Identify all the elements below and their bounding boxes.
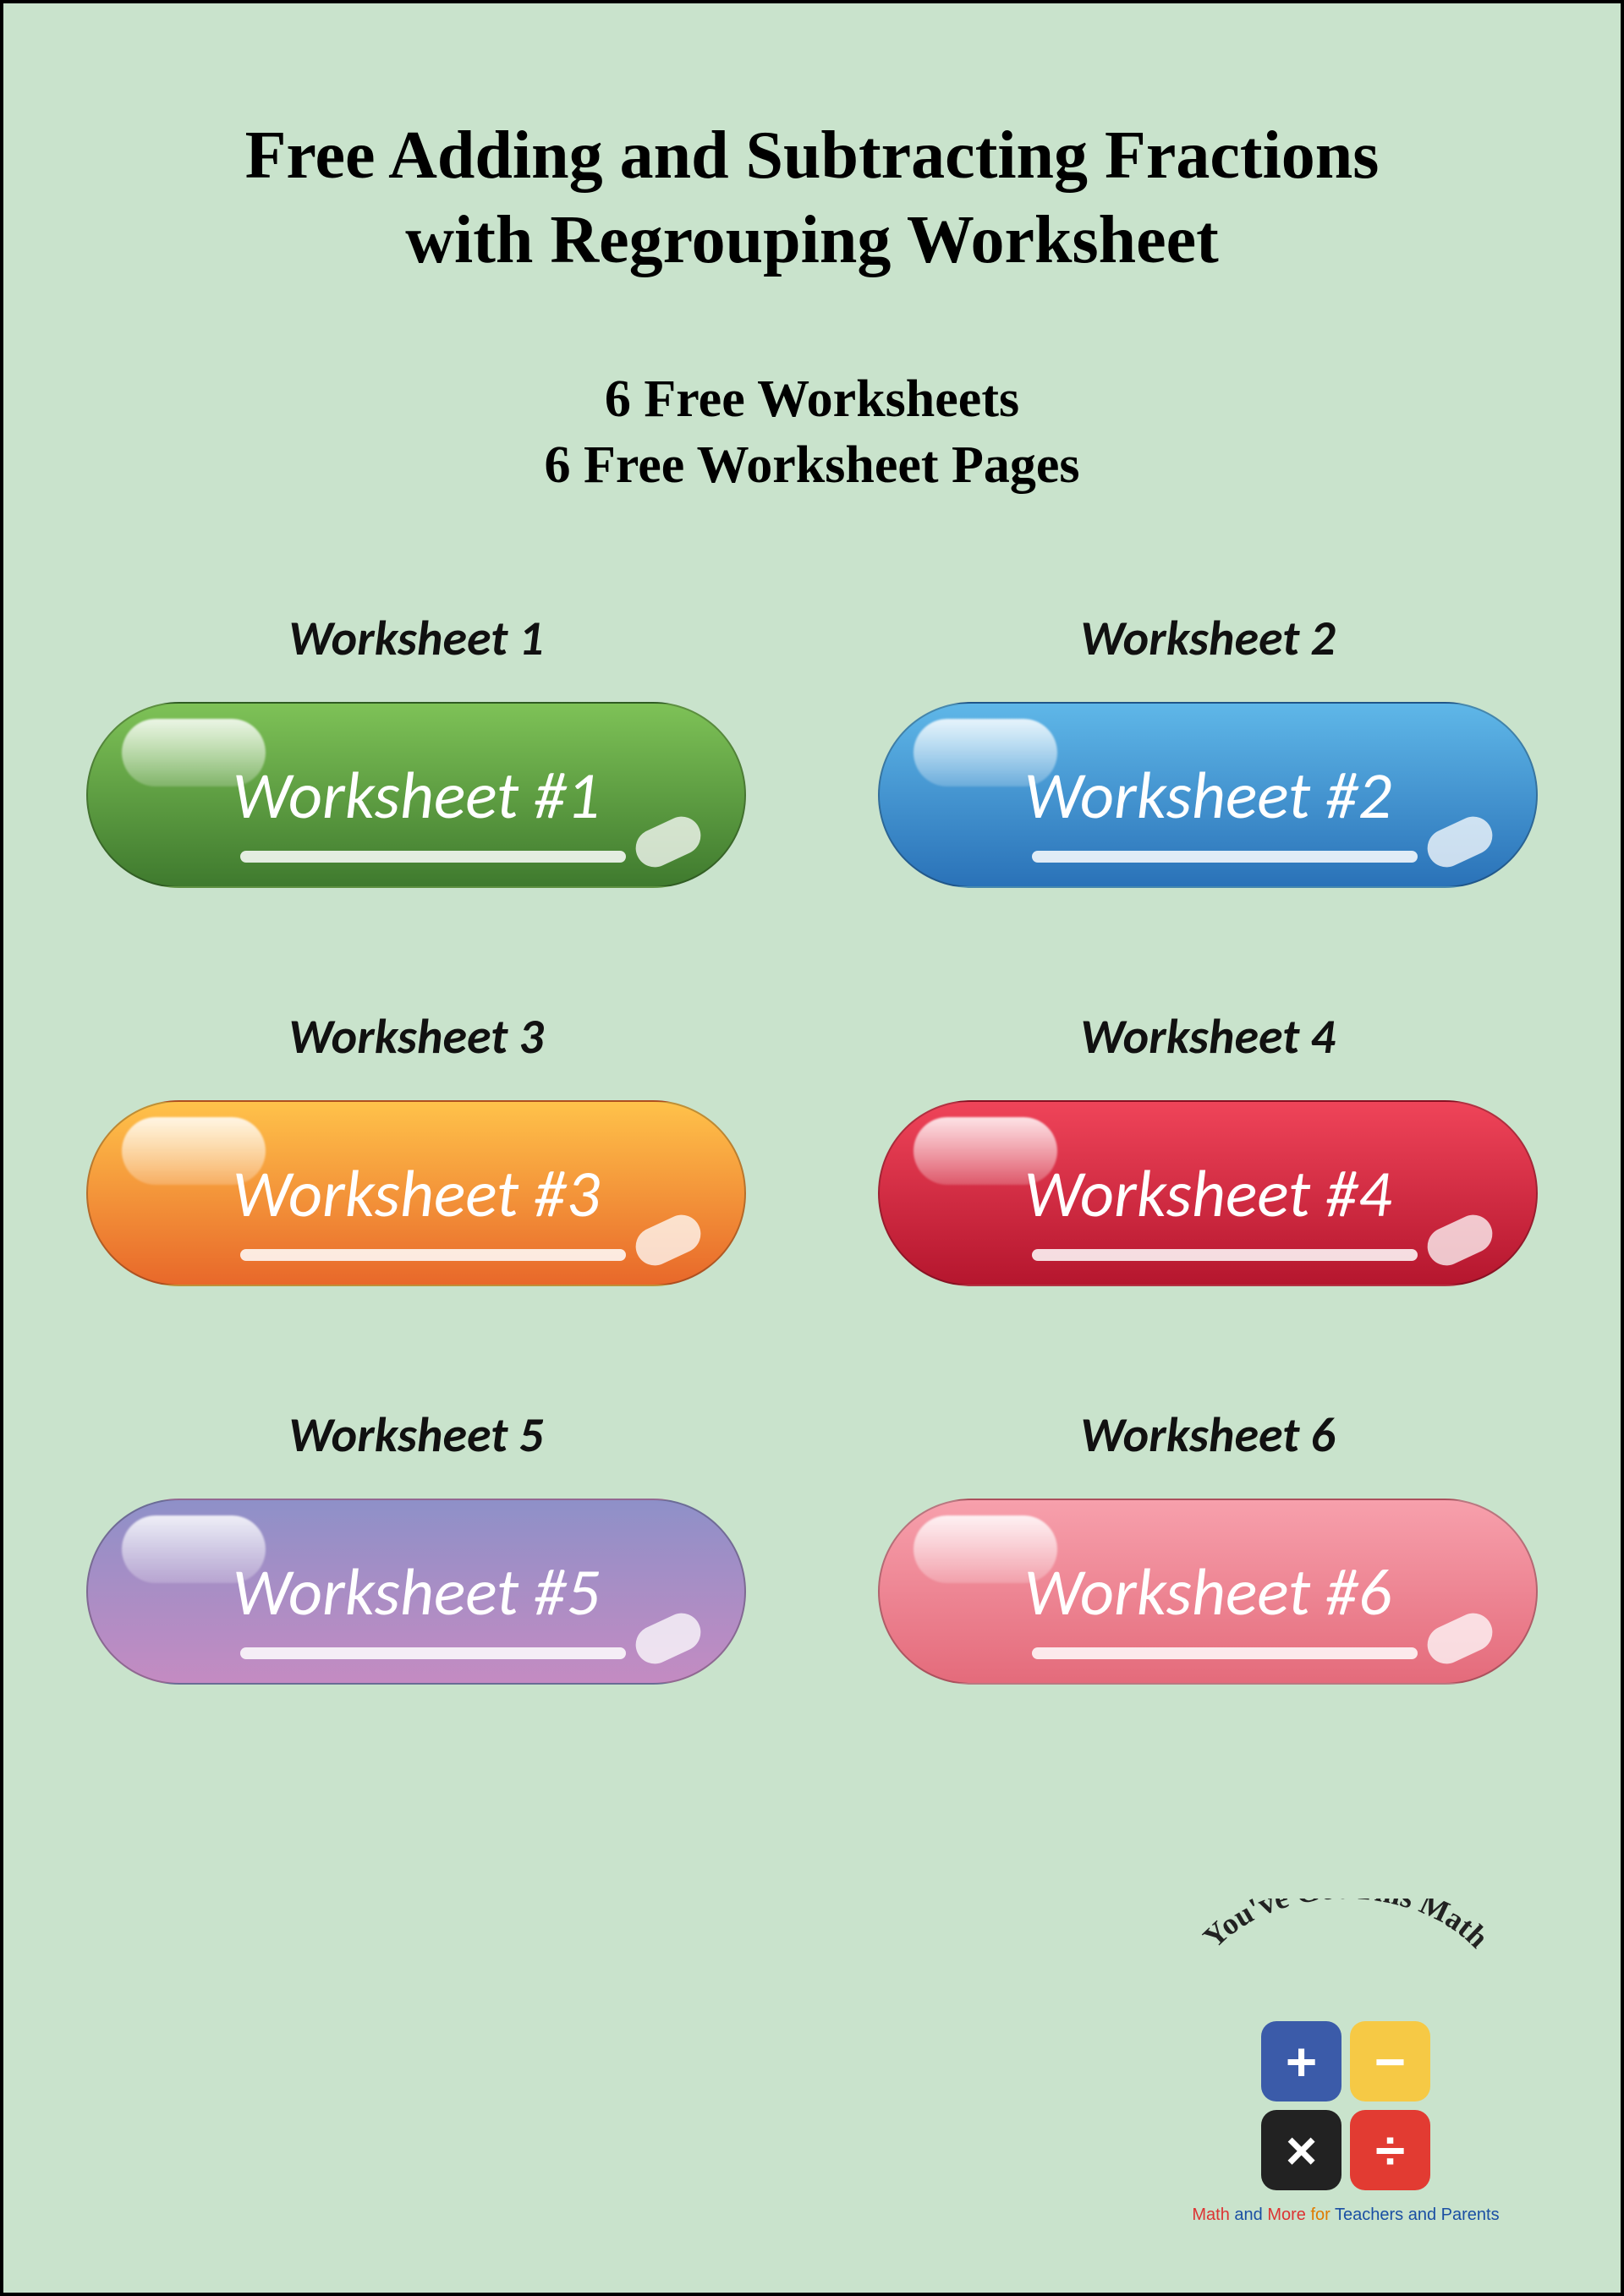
shine-icon: [629, 1208, 707, 1272]
shine-icon: [629, 1607, 707, 1670]
worksheet-grid: Worksheet 1 Worksheet #1 Worksheet 2 Wor…: [71, 608, 1553, 1685]
logo-tagline: Math and More for Teachers and Parents: [1164, 2206, 1528, 2225]
worksheet-cell-1: Worksheet 1 Worksheet #1: [71, 608, 761, 888]
tagline-part-2: More: [1267, 2206, 1310, 2224]
page-subtitle: 6 Free Worksheets 6 Free Worksheet Pages: [3, 367, 1621, 498]
minus-icon: −: [1350, 2021, 1430, 2101]
worksheet-label-4: Worksheet 4: [863, 1006, 1553, 1066]
brand-logo: You've Got This Math + − × ÷ Math and Mo…: [1164, 1899, 1528, 2225]
worksheet-label-1: Worksheet 1: [71, 608, 761, 668]
title-line-2: with Regrouping Worksheet: [405, 203, 1219, 277]
times-icon: ×: [1261, 2110, 1341, 2190]
logo-op-grid: + − × ÷: [1164, 2021, 1528, 2190]
logo-arc-text: You've Got This Math: [1196, 1899, 1495, 1954]
worksheet-cell-6: Worksheet 6 Worksheet #6: [863, 1405, 1553, 1685]
worksheet-button-5[interactable]: Worksheet #5: [86, 1499, 746, 1685]
shine-icon: [1421, 810, 1499, 874]
tagline-part-0: Math: [1192, 2206, 1234, 2224]
worksheet-label-6: Worksheet 6: [863, 1405, 1553, 1465]
worksheet-button-text-6: Worksheet #6: [1024, 1552, 1391, 1632]
shine-icon: [1421, 1607, 1499, 1670]
subtitle-line-1: 6 Free Worksheets: [605, 370, 1019, 428]
worksheet-button-1[interactable]: Worksheet #1: [86, 702, 746, 888]
logo-arc-svg: You've Got This Math: [1164, 1899, 1528, 2017]
worksheet-button-text-4: Worksheet #4: [1024, 1153, 1391, 1234]
worksheet-button-text-5: Worksheet #5: [233, 1552, 600, 1632]
worksheet-button-3[interactable]: Worksheet #3: [86, 1100, 746, 1286]
worksheet-button-text-3: Worksheet #3: [233, 1153, 600, 1234]
worksheet-button-text-1: Worksheet #1: [233, 755, 600, 836]
worksheet-cell-4: Worksheet 4 Worksheet #4: [863, 1006, 1553, 1286]
subtitle-line-2: 6 Free Worksheet Pages: [544, 436, 1079, 494]
page-title: Free Adding and Subtracting Fractions wi…: [3, 113, 1621, 282]
title-line-1: Free Adding and Subtracting Fractions: [245, 118, 1380, 193]
worksheet-cell-2: Worksheet 2 Worksheet #2: [863, 608, 1553, 888]
worksheet-cell-3: Worksheet 3 Worksheet #3: [71, 1006, 761, 1286]
tagline-part-3: for: [1310, 2206, 1335, 2224]
shine-icon: [1421, 1208, 1499, 1272]
worksheet-button-text-2: Worksheet #2: [1024, 755, 1391, 836]
tagline-part-1: and: [1234, 2206, 1267, 2224]
worksheet-button-4[interactable]: Worksheet #4: [878, 1100, 1538, 1286]
worksheet-label-2: Worksheet 2: [863, 608, 1553, 668]
worksheet-label-3: Worksheet 3: [71, 1006, 761, 1066]
plus-icon: +: [1261, 2021, 1341, 2101]
worksheet-cell-5: Worksheet 5 Worksheet #5: [71, 1405, 761, 1685]
worksheet-button-2[interactable]: Worksheet #2: [878, 702, 1538, 888]
worksheet-label-5: Worksheet 5: [71, 1405, 761, 1465]
shine-icon: [629, 810, 707, 874]
divide-icon: ÷: [1350, 2110, 1430, 2190]
worksheet-button-6[interactable]: Worksheet #6: [878, 1499, 1538, 1685]
tagline-part-4: Teachers and Parents: [1335, 2206, 1500, 2224]
